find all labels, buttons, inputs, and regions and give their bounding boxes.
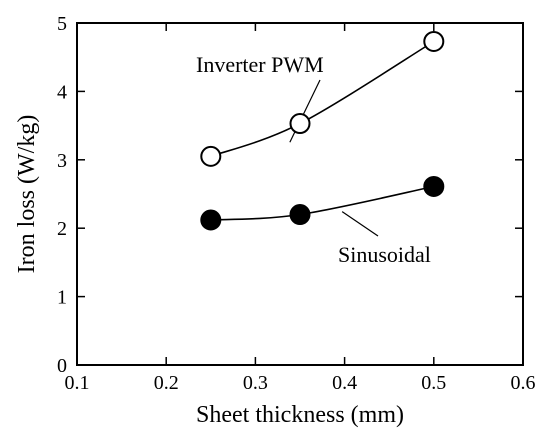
y-axis-label: Iron loss (W/kg): [14, 115, 40, 274]
series-line-1: [210, 185, 434, 221]
x-axis-label: Sheet thickness (mm): [196, 402, 404, 428]
series-label-inverter-pwm: Inverter PWM: [196, 52, 324, 77]
leader-line-inverter-pwm: [289, 79, 321, 143]
y-tick-label: 1: [57, 287, 67, 309]
open-circle-point: [200, 145, 222, 167]
x-tick-label: 0.3: [243, 372, 268, 394]
x-tick-label: 0.4: [332, 372, 357, 394]
data-markers: [200, 30, 445, 231]
x-tick-label: 0.5: [421, 372, 446, 394]
open-circle-point: [423, 30, 445, 52]
x-tick-label: 0.6: [511, 372, 536, 394]
x-tick-label: 0.1: [65, 372, 90, 394]
open-circle-point: [289, 113, 311, 135]
plot-frame: [76, 22, 524, 366]
x-tick-label: 0.2: [154, 372, 179, 394]
filled-circle-point: [423, 175, 445, 197]
axis-ticks: 0.1 0.2 0.3 0.4 0.5 0.6 0 1 2 3 4 5: [57, 13, 536, 394]
y-tick-label: 5: [57, 13, 67, 35]
leader-line-sinusoidal: [341, 211, 379, 237]
filled-circle-point: [289, 204, 311, 226]
y-tick-label: 2: [57, 218, 67, 240]
y-tick-label: 3: [57, 150, 67, 172]
y-tick-label: 0: [57, 355, 67, 377]
series-label-sinusoidal: Sinusoidal: [338, 242, 431, 267]
filled-circle-point: [200, 209, 222, 231]
y-tick-label: 4: [57, 81, 67, 103]
